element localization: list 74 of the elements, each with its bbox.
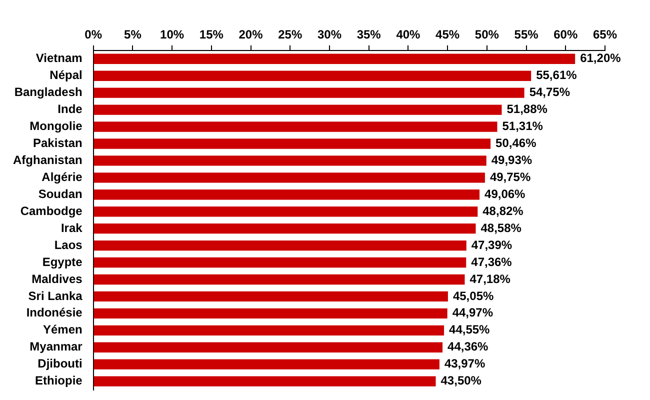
y-tick-label: Laos (54, 238, 83, 252)
y-tick-label: Népal (50, 68, 82, 82)
data-label: 55,61% (536, 68, 578, 82)
y-tick-label: Egypte (42, 254, 83, 269)
x-tick-label: 25% (278, 28, 302, 42)
y-tick-label: Ethiopie (34, 374, 83, 388)
data-label: 61,20% (580, 51, 622, 66)
bar (94, 274, 465, 285)
y-tick-label: Sri Lanka (28, 288, 83, 303)
y-tick-label: Vietnam (36, 51, 82, 66)
data-label: 51,88% (506, 102, 548, 116)
data-label: 44,36% (448, 340, 489, 354)
data-label: 44,97% (452, 306, 494, 320)
data-label: 49,75% (490, 170, 531, 184)
bar (94, 223, 476, 234)
x-tick-label: 40% (396, 28, 421, 42)
y-tick-label: Myanmar (30, 340, 83, 354)
y-tick-label: Bangladesh (14, 85, 82, 100)
data-label: 47,39% (471, 238, 512, 252)
bar (94, 308, 448, 319)
bar (94, 172, 485, 183)
bar (94, 88, 524, 98)
bar (94, 190, 480, 200)
y-tick-label: Mongolie (30, 119, 83, 134)
data-label: 43,50% (440, 374, 482, 388)
x-tick-label: 0% (84, 28, 102, 42)
data-label: 51,31% (502, 119, 544, 134)
x-tick-label: 60% (554, 28, 578, 42)
bar (94, 104, 502, 115)
y-tick-label: Indonésie (26, 306, 83, 320)
y-tick-label: Afghanistan (12, 153, 82, 168)
x-tick-label: 5% (124, 28, 142, 42)
data-label: 49,06% (484, 186, 526, 201)
data-label: 43,97% (444, 356, 486, 371)
y-tick-label: Algérie (42, 170, 83, 184)
x-tick-label: 50% (474, 28, 500, 42)
x-tick-label: 55% (514, 28, 539, 42)
bar (94, 70, 532, 81)
data-label: 48,58% (480, 220, 522, 235)
data-label: 48,82% (482, 204, 524, 218)
data-label: 47,36% (471, 254, 512, 269)
bar (94, 291, 448, 302)
y-tick-label: Yémen (42, 322, 82, 337)
data-label: 44,55% (449, 322, 490, 337)
data-label: 47,18% (470, 272, 511, 286)
y-tick-label: Maldives (32, 272, 83, 286)
y-tick-label: Pakistan (32, 136, 82, 150)
x-tick-label: 15% (199, 28, 224, 42)
y-tick-label: Soudan (38, 186, 82, 201)
bar (94, 156, 486, 166)
x-tick-label: 65% (592, 28, 618, 42)
bar (94, 257, 466, 268)
data-label: 45,05% (452, 288, 494, 303)
bar (94, 54, 576, 64)
data-label: 54,75% (529, 85, 570, 100)
bar (94, 240, 466, 251)
bar (94, 342, 443, 352)
y-tick-label: Djibouti (38, 356, 82, 371)
x-tick-label: 35% (356, 28, 382, 42)
y-tick-label: Inde (58, 102, 83, 116)
x-tick-label: 20% (238, 28, 264, 42)
y-tick-label: Cambodge (20, 204, 83, 218)
bar (94, 325, 444, 336)
bar (94, 138, 491, 149)
x-tick-label: 30% (317, 28, 342, 42)
y-tick-label: Irak (60, 220, 83, 235)
bar (94, 376, 436, 386)
x-tick-label: 45% (436, 28, 460, 42)
x-tick-label: 10% (160, 28, 184, 42)
bar (94, 359, 440, 370)
bar (94, 122, 498, 132)
bar (94, 206, 478, 217)
data-label: 50,46% (496, 136, 537, 150)
data-label: 49,93% (491, 153, 532, 168)
